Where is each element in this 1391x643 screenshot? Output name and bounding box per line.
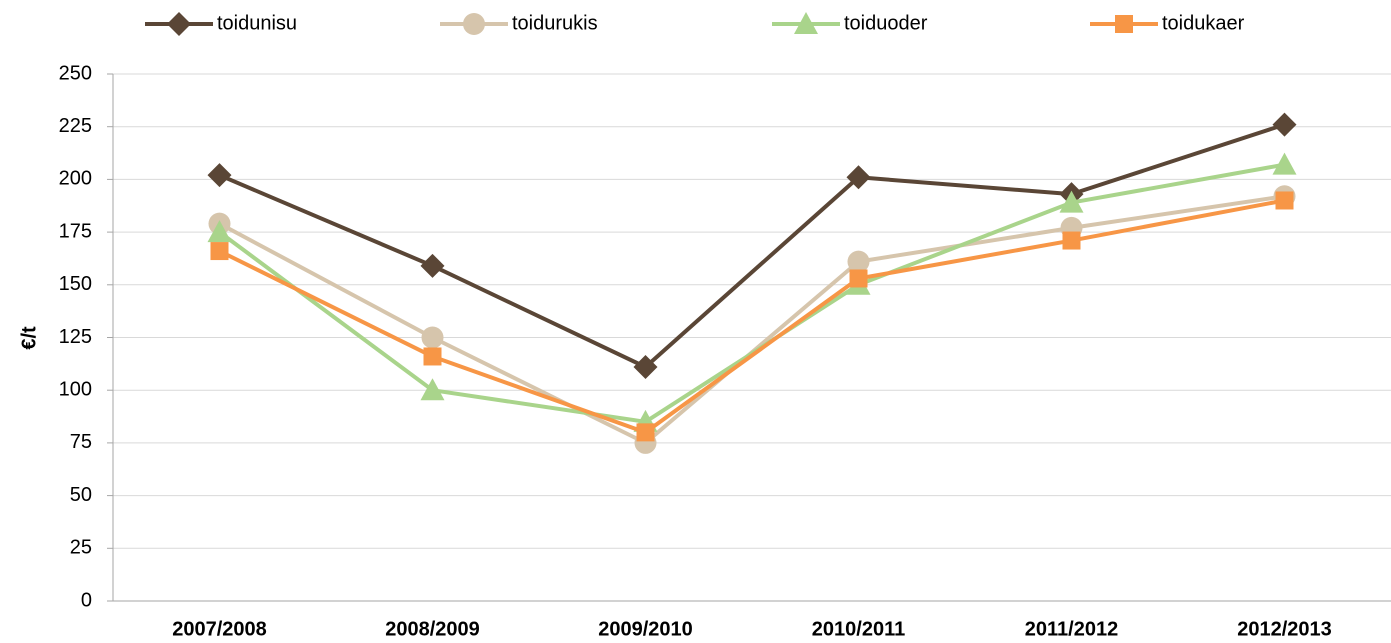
data-point [633,355,658,380]
legend-marker [794,12,818,34]
data-point [420,378,445,401]
data-point [1272,112,1297,137]
x-tick-label: 2008/2009 [385,618,480,640]
y-tick-label: 100 [59,378,92,400]
data-point [421,326,444,349]
series-line [218,122,1286,370]
legend-label: toidunisu [217,12,297,34]
legend-label: toiduoder [844,12,928,34]
x-tick-label: 2009/2010 [598,618,693,640]
y-axis-label: €/t [18,326,40,350]
data-point [1062,231,1081,250]
data-point [636,423,655,442]
y-tick-label: 150 [59,273,92,295]
x-tick-label: 2010/2011 [812,618,905,640]
data-point [207,163,232,188]
data-point [420,253,445,278]
series-line [218,194,1285,445]
y-tick-label: 25 [70,537,92,559]
data-point [846,165,871,190]
y-tick-label: 0 [81,589,92,611]
legend-marker [463,13,485,35]
y-tick-label: 75 [70,431,92,453]
data-point [207,220,232,243]
y-tick-label: 250 [59,62,92,84]
legend-label: toidukaer [1162,12,1245,34]
data-point [847,250,870,273]
data-point [423,347,442,366]
x-tick-label: 2012/2013 [1237,618,1332,640]
y-tick-label: 225 [59,115,92,137]
data-point [210,242,229,261]
legend-label: toidurukis [512,12,598,34]
legend-marker [167,12,191,36]
x-tick-label: 2007/2008 [172,618,267,640]
data-point [1272,152,1297,175]
data-point [849,269,868,288]
x-tick-label: 2011/2012 [1025,618,1118,640]
legend-marker [1115,15,1133,33]
series-line [218,198,1285,435]
y-tick-label: 200 [59,168,92,190]
y-tick-label: 125 [59,326,92,348]
y-tick-label: 50 [70,484,92,506]
series-line [218,162,1285,424]
data-point [1059,190,1084,213]
data-point [1275,191,1294,210]
y-tick-label: 175 [59,220,92,242]
